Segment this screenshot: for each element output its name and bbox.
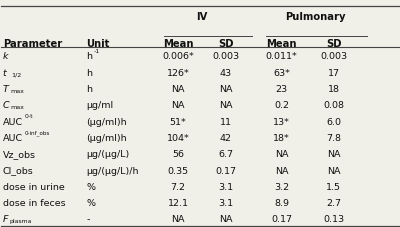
Text: 42: 42 <box>220 134 232 143</box>
Text: 0.2: 0.2 <box>274 101 289 110</box>
Text: 18: 18 <box>328 85 340 94</box>
Text: k: k <box>3 52 8 62</box>
Text: Mean: Mean <box>266 39 297 49</box>
Text: μg/ml: μg/ml <box>86 101 114 110</box>
Text: 6.7: 6.7 <box>218 150 234 159</box>
Text: 126*: 126* <box>167 69 190 78</box>
Text: 0.17: 0.17 <box>216 167 236 175</box>
Text: 8.9: 8.9 <box>274 199 289 208</box>
Text: (μg/ml)h: (μg/ml)h <box>86 134 127 143</box>
Text: 3.1: 3.1 <box>218 199 234 208</box>
Text: T: T <box>3 85 8 94</box>
Text: NA: NA <box>171 101 185 110</box>
Text: h: h <box>86 52 92 62</box>
Text: F: F <box>3 215 8 225</box>
Text: 13*: 13* <box>273 118 290 127</box>
Text: 2.7: 2.7 <box>326 199 341 208</box>
Text: dose in feces: dose in feces <box>3 199 65 208</box>
Text: AUC: AUC <box>3 118 23 127</box>
Text: NA: NA <box>219 215 233 225</box>
Text: (μg/ml)h: (μg/ml)h <box>86 118 127 127</box>
Text: 6.0: 6.0 <box>326 118 341 127</box>
Text: NA: NA <box>171 215 185 225</box>
Text: 56: 56 <box>172 150 184 159</box>
Text: IV: IV <box>196 12 208 22</box>
Text: max: max <box>11 105 24 110</box>
Text: 51*: 51* <box>170 118 186 127</box>
Text: 0.35: 0.35 <box>168 167 189 175</box>
Text: 1/2: 1/2 <box>12 72 22 77</box>
Text: NA: NA <box>275 167 288 175</box>
Text: 1.5: 1.5 <box>326 183 341 192</box>
Text: 0.011*: 0.011* <box>266 52 298 62</box>
Text: h: h <box>86 69 92 78</box>
Text: 23: 23 <box>276 85 288 94</box>
Text: dose in urine: dose in urine <box>3 183 64 192</box>
Text: μg/(μg/L): μg/(μg/L) <box>86 150 130 159</box>
Text: 0-t: 0-t <box>24 114 33 119</box>
Text: AUC: AUC <box>3 134 23 143</box>
Text: Cl_obs: Cl_obs <box>3 167 34 175</box>
Text: NA: NA <box>327 167 340 175</box>
Text: -: - <box>86 215 90 225</box>
Text: NA: NA <box>171 85 185 94</box>
Text: 7.2: 7.2 <box>170 183 186 192</box>
Text: Mean: Mean <box>163 39 193 49</box>
Text: 0.003: 0.003 <box>320 52 347 62</box>
Text: 0.08: 0.08 <box>323 101 344 110</box>
Text: 0.003: 0.003 <box>212 52 240 62</box>
Text: NA: NA <box>275 150 288 159</box>
Text: 0.13: 0.13 <box>323 215 344 225</box>
Text: t: t <box>3 69 6 78</box>
Text: -1: -1 <box>94 49 100 54</box>
Text: 11: 11 <box>220 118 232 127</box>
Text: 43: 43 <box>220 69 232 78</box>
Text: plasma: plasma <box>10 219 32 224</box>
Text: C: C <box>3 101 9 110</box>
Text: 104*: 104* <box>167 134 190 143</box>
Text: 18*: 18* <box>273 134 290 143</box>
Text: Unit: Unit <box>86 39 110 49</box>
Text: h: h <box>86 85 92 94</box>
Text: μg/(μg/L)/h: μg/(μg/L)/h <box>86 167 139 175</box>
Text: 12.1: 12.1 <box>168 199 188 208</box>
Text: 0.006*: 0.006* <box>162 52 194 62</box>
Text: NA: NA <box>219 85 233 94</box>
Text: max: max <box>11 89 24 94</box>
Text: NA: NA <box>219 101 233 110</box>
Text: Parameter: Parameter <box>3 39 62 49</box>
Text: NA: NA <box>327 150 340 159</box>
Text: 7.8: 7.8 <box>326 134 341 143</box>
Text: 3.1: 3.1 <box>218 183 234 192</box>
Text: 3.2: 3.2 <box>274 183 289 192</box>
Text: SD: SD <box>218 39 234 49</box>
Text: %: % <box>86 183 95 192</box>
Text: 0-inf_obs: 0-inf_obs <box>24 130 50 136</box>
Text: 0.17: 0.17 <box>271 215 292 225</box>
Text: 17: 17 <box>328 69 340 78</box>
Text: Vz_obs: Vz_obs <box>3 150 36 159</box>
Text: SD: SD <box>326 39 341 49</box>
Text: Pulmonary: Pulmonary <box>285 12 346 22</box>
Text: 63*: 63* <box>273 69 290 78</box>
Text: %: % <box>86 199 95 208</box>
